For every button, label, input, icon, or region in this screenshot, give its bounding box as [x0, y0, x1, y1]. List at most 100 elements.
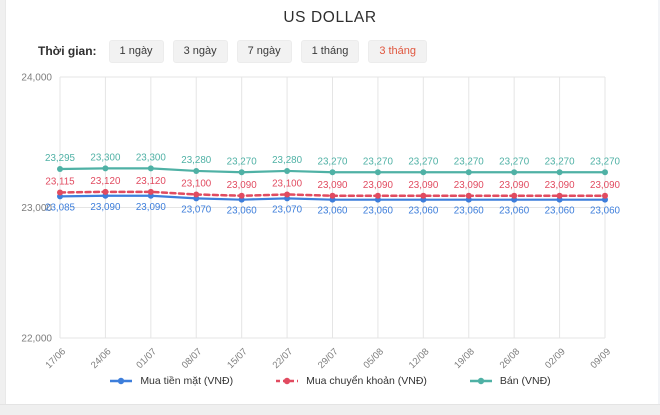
- data-point-mua-chuyen-khoan: [329, 192, 336, 199]
- data-label-mua-tien-mat: 23,090: [90, 202, 121, 213]
- filter-button-2[interactable]: 7 ngày: [236, 39, 292, 63]
- data-label-mua-tien-mat: 23,060: [590, 206, 621, 217]
- x-axis-tick-label: 26/08: [498, 346, 523, 371]
- x-axis-tick-label: 09/09: [589, 346, 614, 371]
- data-label-mua-chuyen-khoan: 23,120: [136, 176, 167, 187]
- data-point-ban: [465, 169, 472, 176]
- next-section-edge: [0, 404, 660, 415]
- data-label-mua-tien-mat: 23,060: [227, 206, 258, 217]
- data-label-ban: 23,280: [272, 155, 303, 166]
- page-title: US DOLLAR: [283, 9, 377, 26]
- data-point-mua-chuyen-khoan: [465, 192, 472, 199]
- data-point-mua-chuyen-khoan: [193, 191, 200, 198]
- data-label-ban: 23,295: [45, 153, 76, 164]
- data-label-mua-chuyen-khoan: 23,100: [272, 178, 303, 189]
- data-label-mua-tien-mat: 23,090: [136, 202, 167, 213]
- legend-item-ban[interactable]: Bán (VNĐ): [469, 375, 551, 387]
- data-label-mua-tien-mat: 23,060: [499, 206, 530, 217]
- data-label-ban: 23,280: [181, 155, 212, 166]
- data-label-mua-chuyen-khoan: 23,090: [454, 180, 485, 191]
- data-point-mua-chuyen-khoan: [238, 192, 245, 199]
- data-point-ban: [374, 169, 381, 176]
- data-label-mua-chuyen-khoan: 23,120: [90, 176, 121, 187]
- data-point-mua-chuyen-khoan: [374, 192, 381, 199]
- data-point-ban: [238, 169, 245, 176]
- filter-button-4[interactable]: 3 tháng: [368, 39, 428, 63]
- data-label-mua-tien-mat: 23,060: [318, 206, 349, 217]
- legend-item-mua-chuyen-khoan[interactable]: Mua chuyển khoản (VNĐ): [275, 375, 427, 387]
- page-left-gutter: [0, 0, 6, 415]
- filter-button-3[interactable]: 1 tháng: [300, 39, 360, 63]
- x-axis-tick-label: 24/06: [89, 346, 114, 371]
- x-axis-tick-label: 17/06: [44, 346, 69, 371]
- data-label-mua-tien-mat: 23,060: [363, 206, 394, 217]
- y-axis-tick-label: 24,000: [21, 73, 52, 84]
- data-point-ban: [329, 169, 336, 176]
- data-label-ban: 23,270: [590, 156, 621, 167]
- data-point-ban: [556, 169, 563, 176]
- time-filter-bar: Thời gian: 1 ngày 3 ngày 7 ngày 1 tháng 3 th…: [38, 39, 428, 63]
- data-label-mua-chuyen-khoan: 23,090: [545, 180, 576, 191]
- data-point-mua-chuyen-khoan: [57, 189, 63, 196]
- data-label-ban: 23,270: [545, 156, 576, 167]
- data-label-mua-tien-mat: 23,070: [181, 204, 212, 215]
- x-axis-tick-label: 22/07: [271, 346, 296, 371]
- data-label-mua-chuyen-khoan: 23,090: [227, 180, 258, 191]
- data-label-ban: 23,270: [363, 156, 394, 167]
- data-label-mua-chuyen-khoan: 23,090: [499, 180, 530, 191]
- data-point-ban: [602, 169, 608, 176]
- data-label-ban: 23,270: [408, 156, 439, 167]
- data-label-ban: 23,270: [318, 156, 349, 167]
- data-label-mua-chuyen-khoan: 23,090: [408, 180, 439, 191]
- y-axis-tick-label: 23,000: [21, 203, 52, 214]
- x-axis-tick-label: 19/08: [452, 346, 477, 371]
- data-label-mua-tien-mat: 23,060: [545, 206, 576, 217]
- data-point-mua-chuyen-khoan: [511, 192, 518, 199]
- data-label-mua-tien-mat: 23,060: [454, 206, 485, 217]
- filter-label: Thời gian:: [38, 44, 97, 58]
- x-axis-tick-label: 12/08: [407, 346, 432, 371]
- data-label-ban: 23,300: [136, 152, 167, 163]
- legend-marker-ban-icon: [469, 377, 492, 385]
- data-point-mua-chuyen-khoan: [102, 188, 109, 195]
- data-label-ban: 23,270: [454, 156, 485, 167]
- legend-label-mua-tien-mat: Mua tiền mặt (VNĐ): [140, 375, 234, 387]
- data-point-ban: [102, 165, 109, 172]
- legend-marker-mua-tien-mat-icon: [110, 377, 133, 385]
- data-label-mua-tien-mat: 23,085: [45, 202, 76, 213]
- data-label-mua-tien-mat: 23,070: [272, 204, 303, 215]
- data-point-mua-chuyen-khoan: [420, 192, 427, 199]
- data-point-mua-chuyen-khoan: [556, 192, 563, 199]
- page-right-edge: [658, 0, 660, 415]
- legend-item-mua-tien-mat[interactable]: Mua tiền mặt (VNĐ): [109, 375, 233, 387]
- x-axis-tick-label: 05/08: [361, 346, 386, 371]
- x-axis-tick-label: 08/07: [180, 346, 205, 371]
- legend-marker-mua-chuyen-khoan-icon: [276, 377, 299, 385]
- x-axis-tick-label: 29/07: [316, 346, 341, 371]
- data-point-ban: [420, 169, 427, 176]
- chart-legend: Mua tiền mặt (VNĐ) Mua chuyển khoản (VNĐ)…: [0, 375, 660, 387]
- data-point-ban: [284, 167, 291, 174]
- data-point-ban: [57, 166, 63, 173]
- data-point-mua-chuyen-khoan: [284, 191, 291, 198]
- data-label-ban: 23,270: [499, 156, 530, 167]
- data-label-mua-chuyen-khoan: 23,115: [45, 176, 75, 187]
- data-label-mua-chuyen-khoan: 23,100: [181, 178, 212, 189]
- filter-button-0[interactable]: 1 ngày: [108, 39, 164, 63]
- data-point-ban: [147, 165, 154, 172]
- data-label-mua-tien-mat: 23,060: [408, 206, 439, 217]
- legend-label-ban: Bán (VNĐ): [499, 375, 551, 387]
- y-axis-tick-label: 22,000: [21, 334, 52, 345]
- filter-button-1[interactable]: 3 ngày: [172, 39, 228, 63]
- x-axis-tick-label: 01/07: [134, 346, 159, 371]
- data-label-mua-chuyen-khoan: 23,090: [590, 180, 621, 191]
- data-point-mua-chuyen-khoan: [147, 188, 154, 195]
- x-axis-tick-label: 15/07: [225, 346, 250, 371]
- data-label-mua-chuyen-khoan: 23,090: [318, 180, 349, 191]
- data-label-mua-chuyen-khoan: 23,090: [363, 180, 394, 191]
- usd-rate-chart: 24,000 23,000 22,000 17/06 24/06 01/07 08/07 15…: [0, 65, 660, 377]
- legend-label-mua-chuyen-khoan: Mua chuyển khoản (VNĐ): [306, 375, 427, 387]
- data-label-ban: 23,300: [90, 152, 121, 163]
